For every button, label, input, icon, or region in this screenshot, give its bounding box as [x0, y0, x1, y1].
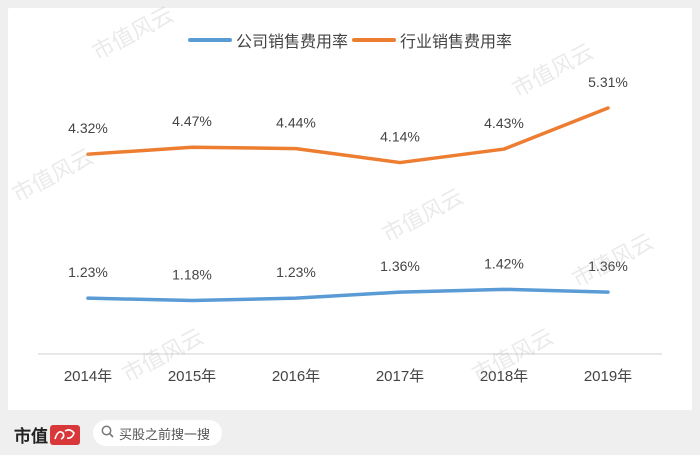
- data-label-industry: 5.31%: [588, 74, 628, 90]
- data-label-industry: 4.32%: [68, 120, 108, 136]
- brand-text: 市值: [14, 427, 48, 447]
- legend-swatch-industry: [352, 38, 396, 42]
- data-label-industry: 4.47%: [172, 113, 212, 129]
- footer-bar: 市值 买股之前搜一搜: [0, 410, 700, 455]
- legend-item-industry: 行业销售费用率: [352, 28, 512, 52]
- x-tick-label: 2018年: [480, 368, 528, 385]
- search-box[interactable]: 买股之前搜一搜: [93, 420, 223, 446]
- chart-legend: 公司销售费用率 行业销售费用率: [8, 28, 692, 52]
- data-label-company: 1.36%: [380, 258, 420, 274]
- brand: 市值: [14, 422, 80, 447]
- x-tick-label: 2014年: [64, 368, 112, 385]
- legend-item-company: 公司销售费用率: [187, 28, 348, 52]
- data-label-company: 1.36%: [588, 258, 628, 274]
- data-label-company: 1.23%: [276, 264, 316, 280]
- x-tick-label: 2016年: [272, 368, 320, 385]
- data-label-industry: 4.43%: [484, 115, 524, 131]
- series-line-company: [86, 287, 610, 303]
- search-icon: [101, 425, 114, 441]
- x-tick-label: 2019年: [584, 368, 632, 385]
- data-label-industry: 4.44%: [276, 115, 316, 131]
- brand-logo-icon: [50, 424, 80, 445]
- series-line-industry: [86, 106, 610, 165]
- data-label-company: 1.18%: [172, 267, 212, 283]
- legend-swatch-company: [187, 38, 232, 42]
- data-label-company: 1.23%: [68, 264, 108, 280]
- x-tick-label: 2015年: [168, 368, 216, 385]
- line-chart: 2014年 2015年 2016年 2017年 2018年 2019年 1.23% 1.18%…: [38, 74, 662, 385]
- chart-panel: 2014年 2015年 2016年 2017年 2018年 2019年 1.23% 1.18%…: [8, 3, 692, 410]
- data-label-company: 1.42%: [484, 255, 524, 271]
- search-placeholder: 买股之前搜一搜: [119, 426, 211, 442]
- x-tick-label: 2017年: [376, 368, 424, 385]
- legend-label-industry: 行业销售费用率: [400, 34, 513, 51]
- data-label-industry: 4.14%: [380, 129, 420, 145]
- legend-label-company: 公司销售费用率: [235, 34, 348, 51]
